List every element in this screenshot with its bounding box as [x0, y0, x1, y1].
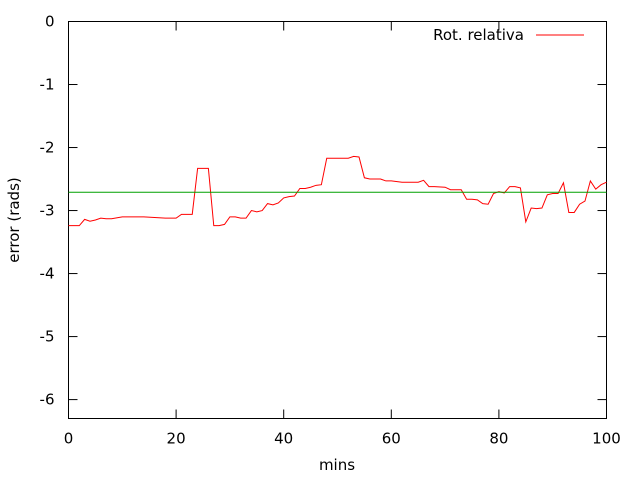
x-axis-ticks: 0 20 40 60 80 100 — [64, 21, 621, 448]
plot-frame — [68, 21, 607, 419]
x-tick-label: 20 — [167, 430, 186, 448]
series-layer — [68, 155, 607, 227]
x-tick-label: 100 — [592, 430, 621, 448]
legend: Rot. relativa — [433, 26, 584, 44]
y-tick-label: -2 — [40, 139, 55, 157]
x-tick-label: 40 — [274, 430, 293, 448]
x-tick-label: 80 — [489, 430, 508, 448]
x-tick-label: 0 — [64, 430, 74, 448]
x-tick-label: 60 — [382, 430, 401, 448]
series-line-rot-relativa — [68, 155, 607, 227]
x-axis-label: mins — [319, 456, 355, 474]
y-axis-label: error (rads) — [5, 177, 23, 262]
y-tick-label: 0 — [45, 13, 55, 31]
y-tick-label: -5 — [40, 328, 55, 346]
legend-label: Rot. relativa — [433, 26, 524, 44]
y-tick-label: -6 — [40, 391, 55, 409]
y-tick-label: -4 — [40, 265, 55, 283]
y-axis-ticks: 0 -1 -2 -3 -4 -5 -6 — [40, 13, 607, 409]
y-tick-label: -1 — [40, 76, 55, 94]
y-tick-label: -3 — [40, 202, 55, 220]
